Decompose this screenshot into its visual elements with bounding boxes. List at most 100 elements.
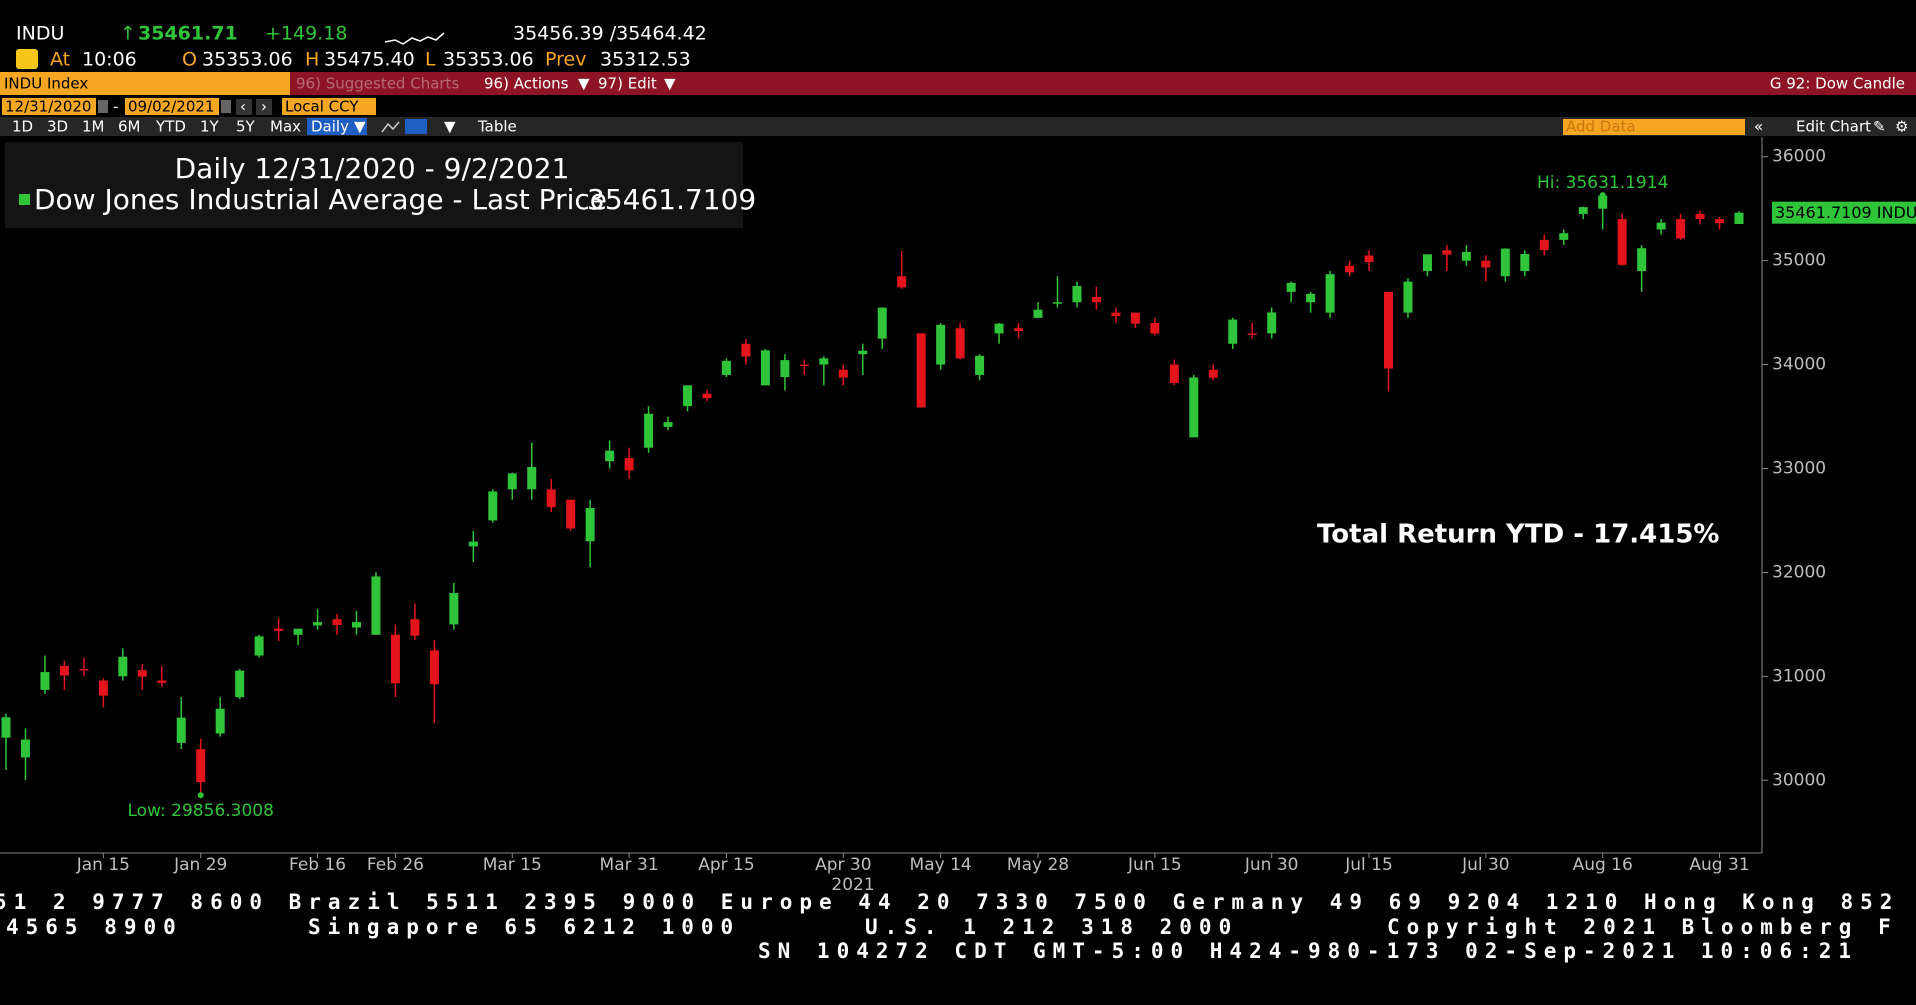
calendar-icon[interactable] [221,100,231,113]
range-button[interactable]: 5Y [236,118,256,136]
currency: Local CCY [285,98,359,116]
y-tick-label: 35000 [1772,251,1826,271]
range-buttons: 1D 3D 1M 6M YTD 1Y 5Y Max [12,118,301,136]
candle-body [79,669,89,671]
currency-field[interactable] [282,98,376,115]
last-price-tag [1772,201,1916,224]
edit-menu[interactable]: 97) Edit [598,75,657,93]
y-tick-label: 31000 [1772,666,1826,686]
candle-body [916,333,926,408]
year-label: 2021 [831,875,874,895]
candle-body [819,358,829,365]
security-field[interactable] [0,72,290,95]
actions-menu[interactable]: 96) Actions [484,75,569,93]
edit-icon[interactable]: ✎ [1873,118,1886,136]
suggested-charts[interactable]: 96) Suggested Charts [296,75,459,93]
range-button[interactable]: Max [270,118,301,136]
prev: 35312.53 [600,49,691,71]
annotation: Total Return YTD - 17.415% [1317,520,1719,550]
open-label: O [182,49,197,71]
x-tick-label: Jun 30 [1244,855,1299,875]
x-tick-label: Apr 15 [698,855,754,875]
range-button[interactable]: YTD [155,118,186,136]
high: 35475.40 [324,49,415,71]
time: 10:06 [82,49,137,71]
table-button[interactable]: Table [477,118,517,136]
x-tick-label: Feb 26 [367,855,424,875]
candle-body [683,385,693,407]
candle-body [157,680,167,683]
collapse-icon[interactable]: « [1754,118,1763,136]
candle-icon[interactable] [405,119,427,134]
end-date: 09/02/2021 [128,98,214,116]
candle-body [1072,286,1082,303]
footer-line: 51 2 9777 8600 Brazil 5511 2395 9000 Eur… [0,890,1899,914]
dropdown-icon: ▼ [444,118,456,136]
next-button[interactable] [256,99,272,115]
open: 35353.06 [202,49,293,71]
footer-line: Singapore 65 6212 1000 [308,915,740,939]
candle-body [1734,212,1744,224]
y-tick-label: 36000 [1772,147,1826,167]
sparkline [384,32,445,45]
x-tick-label: Apr 30 [815,855,871,875]
legend-title: Daily 12/31/2020 - 9/2/2021 [175,152,570,185]
candle-body [897,276,907,288]
range-button[interactable]: 1D [12,118,33,136]
range-button[interactable]: 1Y [200,118,220,136]
range-button[interactable]: 3D [47,118,68,136]
line-icon[interactable] [381,121,400,133]
footer-line: SN 104272 CDT GMT-5:00 H424-980-173 02-S… [758,939,1858,963]
low-label: L [425,49,436,71]
period: Daily [311,118,349,136]
candle-body [235,670,245,698]
toolbar [0,72,1916,95]
add-data-field[interactable] [1563,119,1745,135]
candle-body [40,672,50,690]
low-label: Low: 29856.3008 [128,801,274,821]
range-button[interactable]: 1M [82,118,105,136]
candle-body [332,619,342,626]
prev-button[interactable] [236,99,252,115]
chart: 30000 31000 32000 33000 34000 35000 36000 Hi: 3… [0,137,1916,895]
settings-icon[interactable]: ⚙ [1895,118,1908,136]
candle-body [546,489,556,508]
candle-body [59,665,69,676]
candle-body [955,328,965,359]
candle-body [1189,377,1199,438]
calendar-icon[interactable] [98,100,108,113]
x-tick-label: Mar 15 [483,855,542,875]
bid-ask: 35456.39 /35464.42 [513,23,707,45]
high-marker [1599,192,1606,199]
candle-body [1345,265,1355,273]
x-tick-label: Aug 16 [1573,855,1633,875]
high-label: Hi: 35631.1914 [1537,173,1668,193]
candle-body [274,628,284,631]
period-button[interactable] [307,118,367,135]
candle-body [702,393,712,399]
candle-body [429,650,439,685]
edit-chart[interactable]: Edit Chart [1796,118,1871,136]
start-date-field[interactable] [2,98,96,115]
candle-body [313,622,323,626]
y-tick-label: 32000 [1772,562,1826,582]
candle-body [1676,219,1686,239]
end-date-field[interactable] [125,98,219,115]
candle-body [566,499,576,529]
candle-body [98,680,108,696]
ticker: INDU [16,23,64,45]
security: INDU Index [4,75,88,93]
candle-body [1364,255,1374,263]
legend-swatch [19,194,30,205]
y-tick-label: 30000 [1772,770,1826,790]
candle-body [1520,254,1530,272]
footer-line: Copyright 2021 Bloomberg F [1387,915,1898,939]
last-price-label: 35461.7109 INDU [1775,203,1916,222]
candle-body [254,636,264,656]
range-button[interactable]: 6M [118,118,141,136]
candle-body [741,343,751,357]
x-tick-label: Mar 31 [600,855,659,875]
candle-body [994,323,1004,334]
